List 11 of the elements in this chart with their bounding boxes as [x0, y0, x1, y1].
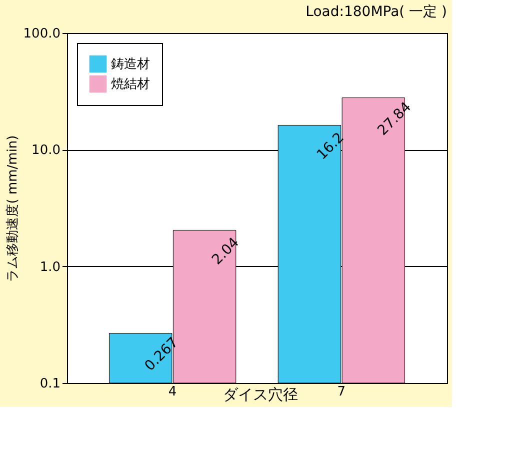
x-tick-label: 4: [168, 384, 177, 400]
x-tick-label: 7: [337, 384, 346, 400]
x-axis-title: ダイス穴径: [223, 386, 298, 404]
legend-label: 焼結材: [111, 77, 150, 92]
y-tick-label: 1.0: [40, 260, 60, 275]
y-axis-title: ラム移動速度( mm/min): [4, 135, 20, 282]
y-tick-label: 10.0: [32, 143, 60, 158]
y-tick-label: 0.1: [40, 376, 60, 392]
y-tick-label: 100.0: [23, 26, 60, 42]
chart-title: Load:180MPa( 一定 ): [306, 4, 447, 20]
legend-label: 鋳造材: [111, 57, 150, 72]
